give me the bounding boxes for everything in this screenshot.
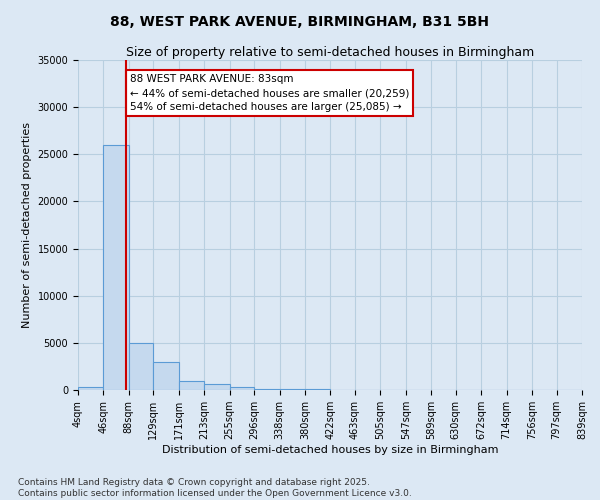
Title: Size of property relative to semi-detached houses in Birmingham: Size of property relative to semi-detach… (126, 46, 534, 59)
X-axis label: Distribution of semi-detached houses by size in Birmingham: Distribution of semi-detached houses by … (162, 445, 498, 455)
Bar (103, 145, 129, 390)
Bar (230, 387, 254, 390)
Bar (129, 343, 154, 390)
Bar (280, 389, 305, 390)
Bar (254, 388, 280, 390)
Bar (204, 384, 230, 390)
Bar (78, 387, 103, 390)
Bar (305, 389, 331, 390)
Y-axis label: Number of semi-detached properties: Number of semi-detached properties (22, 122, 32, 328)
Bar (179, 380, 204, 390)
Bar (154, 362, 179, 390)
Text: 88 WEST PARK AVENUE: 83sqm
← 44% of semi-detached houses are smaller (20,259)
54: 88 WEST PARK AVENUE: 83sqm ← 44% of semi… (130, 74, 409, 112)
Text: Contains HM Land Registry data © Crown copyright and database right 2025.
Contai: Contains HM Land Registry data © Crown c… (18, 478, 412, 498)
Text: 88, WEST PARK AVENUE, BIRMINGHAM, B31 5BH: 88, WEST PARK AVENUE, BIRMINGHAM, B31 5B… (110, 15, 490, 29)
